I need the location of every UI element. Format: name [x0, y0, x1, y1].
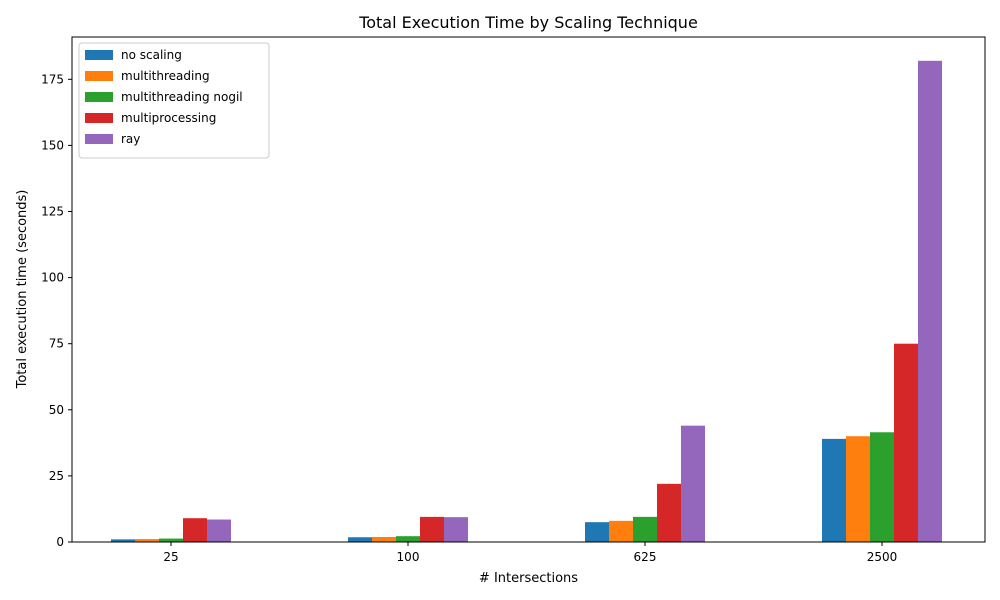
y-tick-label: 175: [41, 72, 64, 86]
x-tick-label: 625: [634, 550, 657, 564]
y-tick-label: 25: [49, 469, 64, 483]
legend-swatch: [85, 113, 113, 123]
y-ticks-group: 0 25 50 75 100 125 150 175: [41, 72, 72, 549]
y-tick-label: 75: [49, 337, 64, 351]
x-ticks-group: 25 100 625 2500: [163, 542, 897, 564]
bar-multithreading-25: [135, 539, 159, 542]
bar-multithreading-100: [372, 536, 396, 542]
bar-no-scaling-100: [348, 537, 372, 542]
y-tick-label: 150: [41, 138, 64, 152]
bar-multithreading-nogil-625: [633, 516, 657, 542]
bar-ray-2500: [918, 60, 942, 543]
bar-no-scaling-2500: [822, 438, 846, 542]
y-axis-label: Total execution time (seconds): [15, 190, 30, 390]
y-tick-label: 0: [56, 535, 64, 549]
bar-ray-100: [444, 517, 468, 542]
plot-frame: [71, 36, 986, 543]
bar-ray-625: [681, 425, 705, 542]
x-tick-label: 25: [163, 550, 178, 564]
legend-label: multithreading nogil: [121, 90, 243, 104]
bar-multithreading-nogil-100: [396, 536, 420, 542]
bar-multiprocessing-25: [183, 518, 207, 542]
y-tick-label: 50: [49, 403, 64, 417]
legend-label: multithreading: [121, 69, 210, 83]
bar-no-scaling-625: [585, 522, 609, 542]
bar-multiprocessing-625: [657, 483, 681, 542]
bar-multithreading-625: [609, 520, 633, 542]
legend-box: [78, 42, 270, 159]
y-tick-label: 100: [41, 271, 64, 285]
legend-label: no scaling: [121, 48, 182, 62]
legend: no scaling multithreading multithreading n…: [78, 42, 270, 159]
legend-label: ray: [121, 132, 140, 146]
bars-group: [111, 60, 942, 543]
legend-label: multiprocessing: [121, 111, 216, 125]
x-axis-label: # Intersections: [479, 571, 578, 586]
bar-multiprocessing-2500: [894, 343, 918, 542]
legend-swatch: [85, 134, 113, 144]
y-tick-label: 125: [41, 205, 64, 219]
legend-swatch: [85, 71, 113, 81]
chart-title: Total Execution Time by Scaling Techniqu…: [358, 13, 698, 32]
legend-swatch: [85, 50, 113, 60]
bar-multithreading-2500: [846, 436, 870, 542]
legend-swatch: [85, 92, 113, 102]
bar-multiprocessing-100: [420, 516, 444, 542]
bar-multithreading-nogil-2500: [870, 432, 894, 542]
bar-multithreading-nogil-25: [159, 538, 183, 542]
x-tick-label: 2500: [867, 550, 898, 564]
bar-no-scaling-25: [111, 539, 135, 542]
x-tick-label: 100: [397, 550, 420, 564]
bar-ray-25: [207, 519, 231, 542]
